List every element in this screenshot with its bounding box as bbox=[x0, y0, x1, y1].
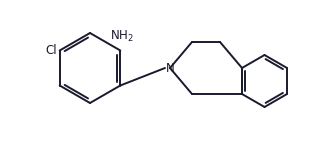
Text: NH$_2$: NH$_2$ bbox=[110, 28, 134, 44]
Text: Cl: Cl bbox=[45, 44, 57, 57]
Text: N: N bbox=[165, 61, 174, 75]
